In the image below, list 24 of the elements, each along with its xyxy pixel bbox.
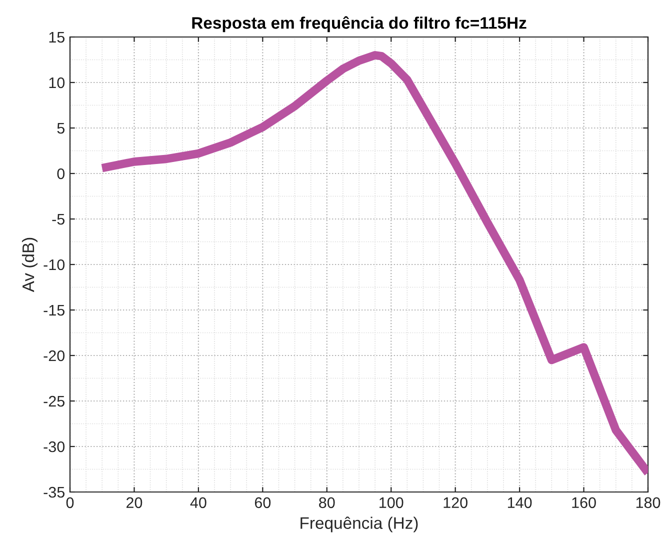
- x-tick-label: 160: [572, 497, 596, 508]
- y-tick-label: -15: [44, 305, 64, 316]
- x-tick-label: 20: [126, 497, 142, 508]
- x-tick-label: 120: [444, 497, 468, 508]
- x-tick-label: 180: [636, 497, 660, 508]
- y-tick-label: -5: [52, 214, 64, 225]
- x-tick-label: 60: [254, 497, 271, 508]
- y-tick-label: 10: [49, 77, 65, 88]
- x-tick-label: 0: [66, 497, 74, 508]
- x-tick-label: 80: [319, 497, 335, 508]
- y-tick-label: -20: [44, 350, 65, 362]
- y-tick-label: 0: [57, 168, 65, 180]
- y-tick-label: -10: [44, 259, 65, 270]
- x-axis-title: Frequência (Hz): [300, 516, 418, 532]
- y-axis-title: Av (dB): [22, 238, 38, 292]
- y-tick-label: 5: [57, 123, 64, 134]
- x-tick-label: 100: [380, 497, 404, 508]
- y-tick-label: -35: [44, 486, 64, 498]
- y-tick-label: -25: [44, 396, 64, 407]
- chart-title: Resposta em frequência do filtro fc=115Hz: [192, 16, 526, 32]
- x-tick-label: 140: [508, 497, 532, 508]
- y-tick-label: 15: [49, 32, 64, 43]
- y-tick-label: -30: [44, 441, 65, 452]
- x-tick-label: 40: [190, 497, 206, 508]
